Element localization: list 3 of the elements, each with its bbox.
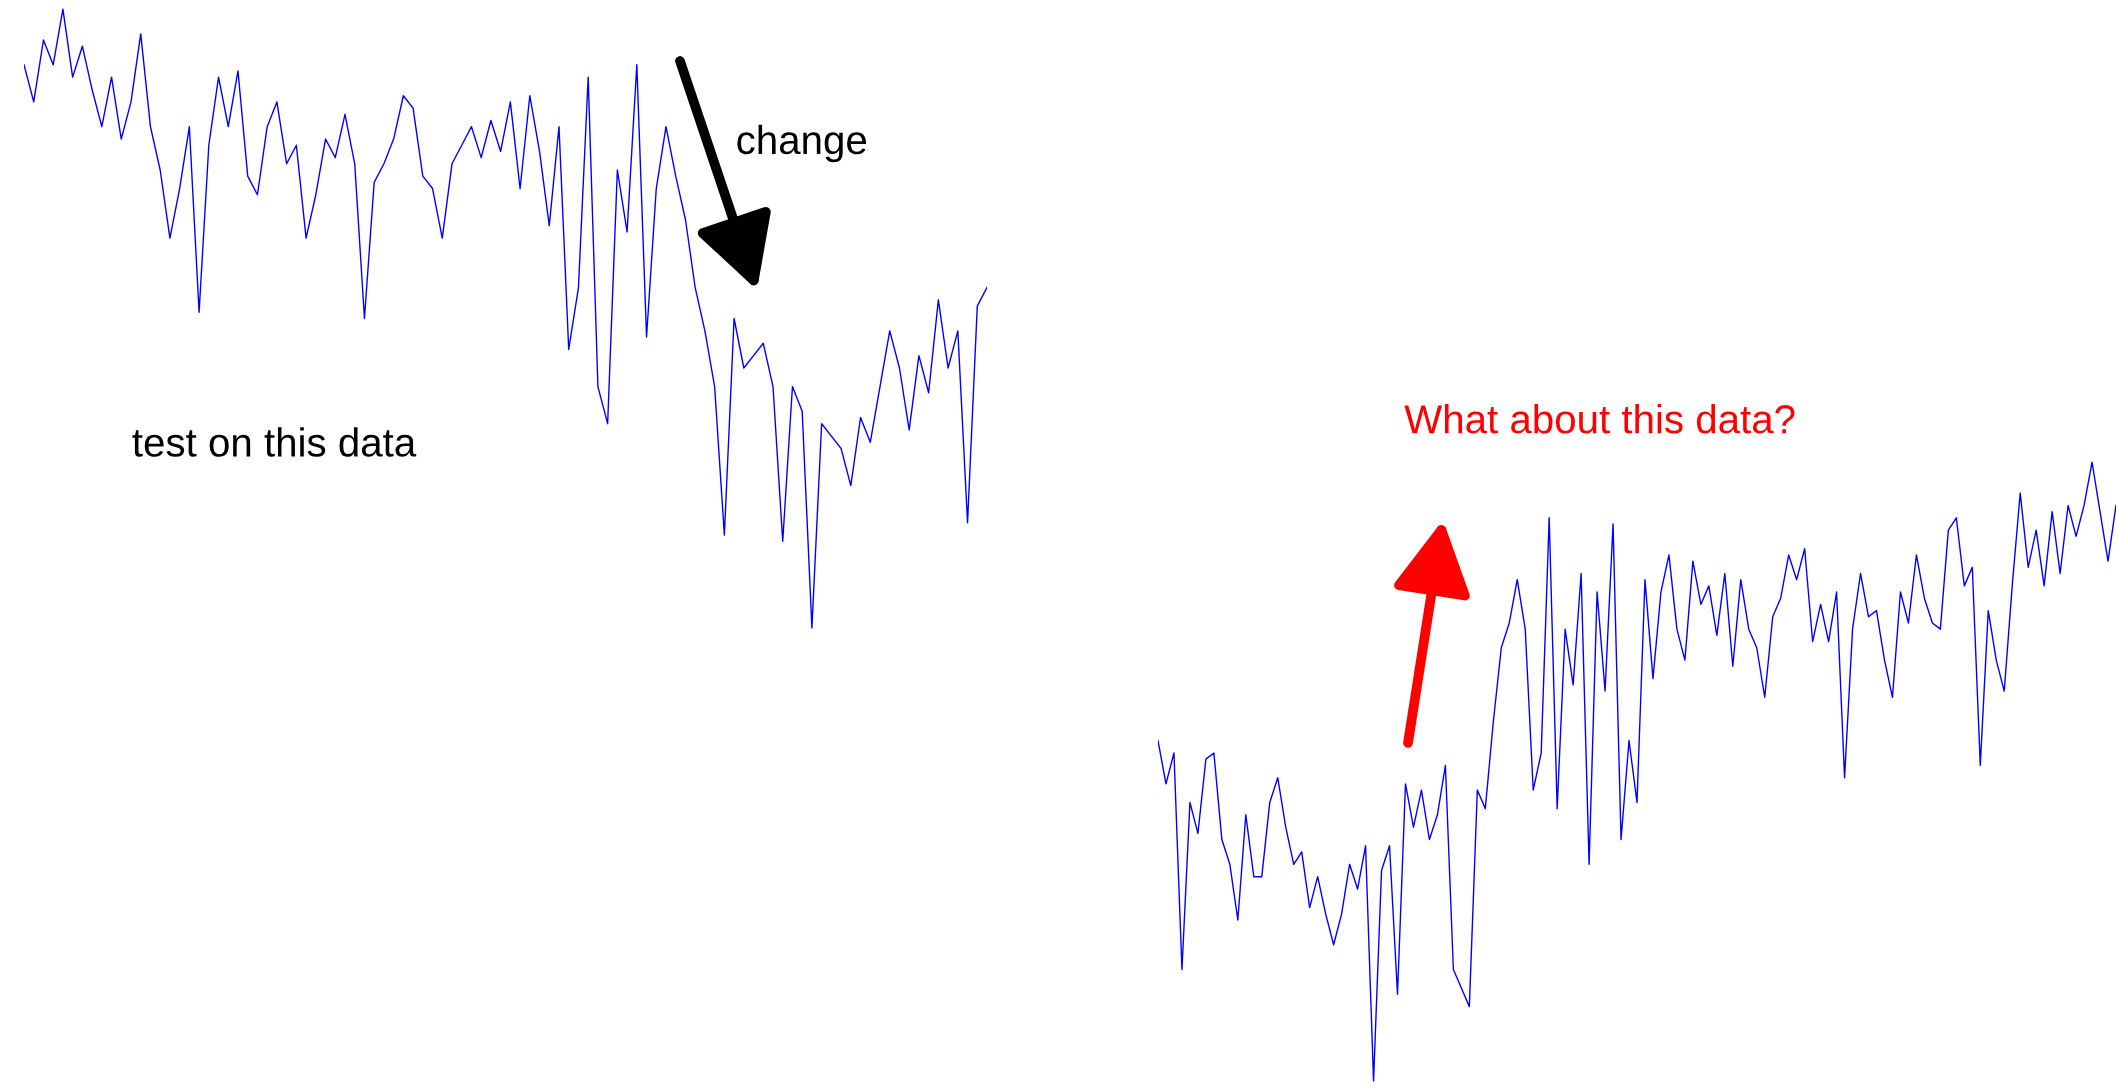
annotation: change: [737, 124, 867, 163]
annotation: test on this data: [132, 427, 417, 457]
text: What about this data?: [1404, 403, 1795, 434]
